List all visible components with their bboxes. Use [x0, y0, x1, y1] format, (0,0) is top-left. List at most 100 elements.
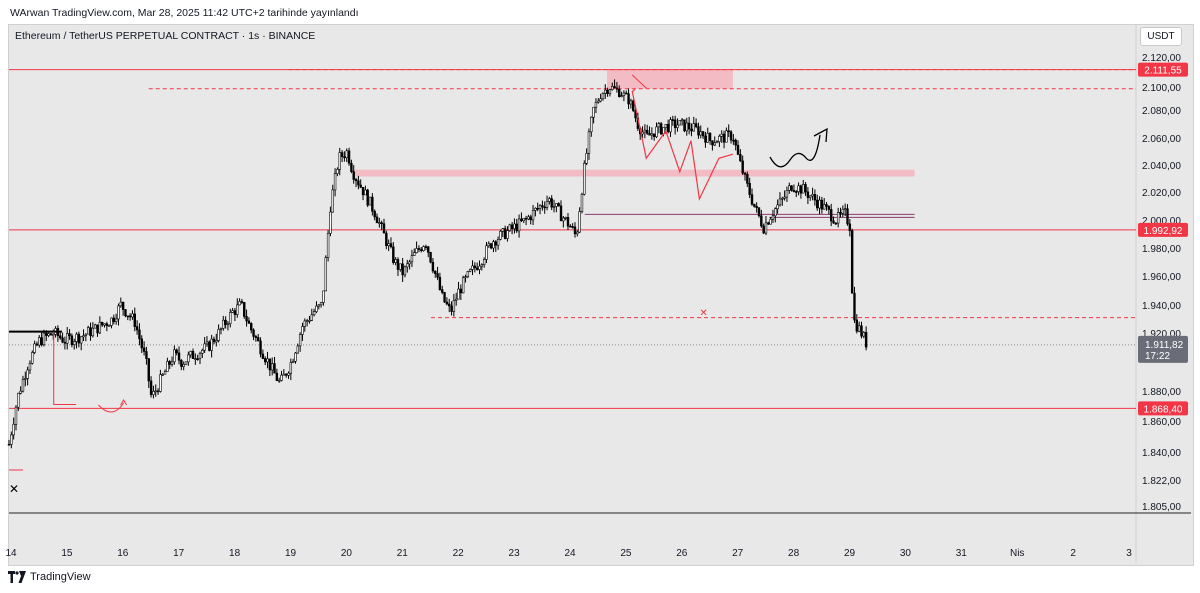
candle-body — [818, 199, 821, 209]
candle-body — [245, 316, 248, 322]
x-axis-tick-label: 26 — [676, 548, 688, 559]
candle-body — [832, 220, 835, 224]
candle-body — [510, 224, 514, 229]
candle-body — [655, 126, 658, 138]
candle-body — [375, 216, 379, 224]
price-label-text: 2.111,55 — [1144, 66, 1182, 77]
candle-body — [743, 172, 747, 175]
candle-body — [839, 212, 842, 214]
candle-body — [517, 218, 521, 232]
candle-body — [240, 301, 244, 303]
candle-body — [704, 135, 707, 143]
candle-body — [12, 423, 15, 436]
candle-body — [559, 205, 563, 222]
candle-body — [250, 323, 253, 331]
candle-body — [531, 210, 535, 221]
candle-body — [592, 106, 595, 118]
candle-body — [28, 363, 32, 371]
candle-body — [19, 390, 22, 394]
candle-body — [529, 216, 532, 221]
candle-body — [126, 315, 129, 318]
candle-body — [538, 205, 542, 209]
symbol-title[interactable]: Ethereum / TetherUS PERPETUAL CONTRACT ·… — [15, 30, 316, 42]
x-axis-tick-label: 24 — [564, 548, 576, 559]
candle-body — [820, 199, 824, 210]
candle-body — [515, 223, 518, 232]
y-axis-tick-label: 1.860,00 — [1142, 417, 1181, 428]
candle-body — [611, 86, 614, 90]
candle-body — [124, 309, 127, 317]
candle-body — [769, 218, 772, 225]
y-axis-tick-label: 1.980,00 — [1142, 244, 1181, 255]
candle-body — [303, 320, 307, 327]
candle-body — [862, 332, 866, 337]
candle-body — [294, 352, 297, 362]
candle-body — [131, 313, 134, 318]
candle-body — [825, 204, 828, 207]
candle-body — [480, 264, 484, 267]
candle-body — [622, 92, 626, 96]
candle-body — [473, 265, 477, 269]
candle-body — [783, 196, 786, 199]
candle-body — [259, 340, 262, 355]
candle-body — [645, 129, 649, 134]
currency-selector-button[interactable]: USDT — [1140, 27, 1182, 46]
candle-body — [597, 100, 600, 103]
candle-body — [89, 327, 92, 337]
y-axis-tick-label: 2.100,00 — [1142, 83, 1181, 94]
candle-body — [459, 288, 463, 294]
candle-body — [326, 232, 330, 258]
candle-body — [168, 361, 171, 365]
candle-body — [75, 333, 78, 342]
candle-body — [382, 223, 386, 234]
candle-body — [708, 132, 712, 142]
candle-body — [860, 325, 863, 337]
supply-zone — [352, 169, 915, 177]
curved-arrow-icon — [98, 402, 125, 413]
candle-body — [96, 324, 99, 334]
candle-body — [650, 133, 654, 136]
candle-body — [275, 372, 279, 381]
candle-body — [366, 189, 369, 206]
x-axis-tick-label: 21 — [397, 548, 409, 559]
candle-body — [827, 206, 831, 210]
candle-body — [503, 228, 507, 239]
candle-body — [736, 144, 740, 155]
candle-body — [552, 206, 556, 208]
countdown-text: 17:22 — [1145, 351, 1170, 362]
candle-body — [771, 215, 775, 220]
candle-body — [119, 301, 123, 307]
candle-body — [289, 362, 293, 374]
candle-body — [753, 203, 756, 207]
candle-body — [308, 320, 311, 322]
candle-body — [468, 269, 472, 272]
candle-body — [266, 358, 269, 363]
chart-panel[interactable] — [8, 24, 1194, 566]
x-axis-tick-label: 28 — [788, 548, 800, 559]
candle-body — [711, 140, 714, 146]
candle-body — [380, 222, 383, 224]
candle-body — [485, 245, 488, 260]
candle-body — [224, 319, 227, 325]
candle-body — [722, 133, 726, 143]
candle-body — [31, 352, 34, 364]
candle-body — [191, 351, 195, 359]
candle-body — [580, 193, 584, 212]
candle-body — [427, 246, 430, 253]
candle-body — [757, 207, 761, 217]
candle-body — [739, 154, 742, 162]
candle-body — [17, 392, 20, 408]
candle-body — [73, 341, 76, 345]
x-axis-tick-label: 20 — [341, 548, 353, 559]
candle-body — [394, 259, 397, 263]
candle-body — [182, 364, 185, 367]
candle-body — [420, 249, 423, 251]
candle-body — [534, 207, 537, 211]
candle-body — [715, 141, 719, 144]
candle-body — [107, 325, 111, 327]
curved-arrow-icon — [120, 399, 128, 406]
candle-body — [61, 337, 64, 343]
candle-body — [767, 222, 770, 225]
candle-body — [322, 290, 325, 303]
